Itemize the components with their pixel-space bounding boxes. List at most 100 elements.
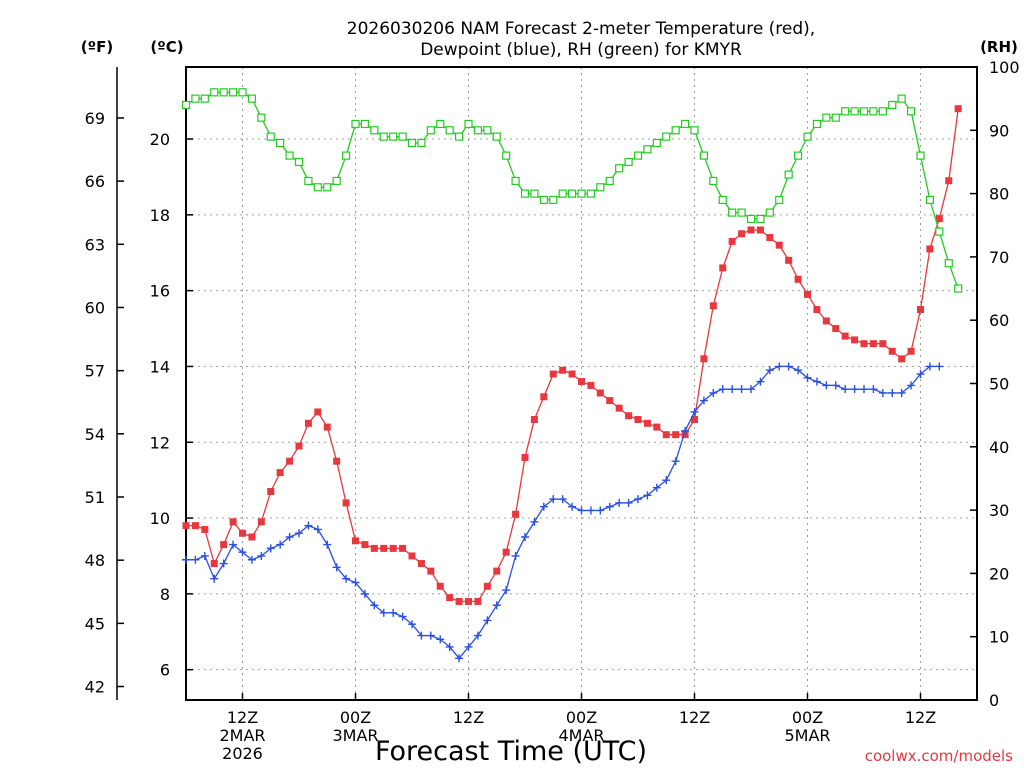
rh-tick-label: 80 xyxy=(989,185,1009,204)
dewpoint-point xyxy=(888,388,897,397)
celsius-tick-label: 8 xyxy=(160,585,170,604)
rh-point xyxy=(596,183,605,192)
time-tick-label: 12Z xyxy=(679,708,710,727)
rh-point xyxy=(200,94,209,103)
temperature-point xyxy=(257,518,265,526)
temperature-point xyxy=(399,544,407,552)
dewpoint-point xyxy=(794,366,803,375)
rh-point xyxy=(878,107,887,116)
temperature-point xyxy=(417,560,425,568)
dewpoint-point xyxy=(483,616,492,625)
celsius-tick-label: 10 xyxy=(150,509,170,528)
fahrenheit-axis: 42 45 48 51 54 57 60 63 66 69 xyxy=(85,109,124,697)
dewpoint-point xyxy=(718,385,727,394)
fahrenheit-tick-label: 45 xyxy=(85,614,105,633)
dewpoint-point xyxy=(417,631,426,640)
rh-point xyxy=(935,227,944,236)
temperature-point xyxy=(954,105,962,113)
rh-point xyxy=(313,183,322,192)
dewpoint-point xyxy=(784,362,793,371)
rh-point xyxy=(407,138,417,148)
dewpoint-point xyxy=(869,385,878,394)
dewpoint-point xyxy=(473,631,482,640)
temperature-point xyxy=(775,241,783,249)
dewpoint-point xyxy=(247,555,256,564)
dewpoint-point xyxy=(860,385,868,394)
rh-point xyxy=(690,126,699,135)
temperature-point xyxy=(578,378,585,386)
dewpoint-point xyxy=(502,586,511,595)
temperature-point xyxy=(201,525,209,533)
temperature-point xyxy=(248,533,256,541)
temperature-point xyxy=(182,522,190,530)
rh-tick-label: 30 xyxy=(989,501,1009,520)
dewpoint-point xyxy=(191,555,200,564)
celsius-axis: 6 8 10 12 14 16 18 20 xyxy=(150,130,193,680)
series-line xyxy=(186,108,959,603)
temperature-point xyxy=(389,544,397,552)
rh-point xyxy=(454,132,464,141)
temperature-point xyxy=(493,567,501,575)
temperature-point xyxy=(841,332,849,340)
rh-point xyxy=(257,113,266,122)
rh-point xyxy=(492,132,501,141)
dewpoint-point xyxy=(634,495,642,504)
rh-point xyxy=(398,132,407,141)
temperature-point xyxy=(455,597,463,605)
temperature-point xyxy=(832,325,840,333)
rh-point xyxy=(709,176,718,186)
dewpoint-point xyxy=(304,521,313,530)
dewpoint-point xyxy=(822,381,831,390)
temperature-point xyxy=(304,419,312,427)
fahrenheit-unit-label: (ºF) xyxy=(81,38,113,56)
rh-point xyxy=(210,88,219,97)
dewpoint-point xyxy=(699,396,708,405)
rh-tick-label: 0 xyxy=(989,691,999,710)
temperature-point xyxy=(370,544,378,552)
dewpoint-point xyxy=(605,502,614,511)
temperature-point xyxy=(606,397,614,405)
rh-point xyxy=(567,189,577,198)
rh-point xyxy=(643,145,652,154)
temperature-point xyxy=(643,419,651,427)
rh-point xyxy=(219,88,228,97)
dewpoint-point xyxy=(342,574,351,583)
dewpoint-point xyxy=(408,620,416,629)
rh-point xyxy=(775,195,784,205)
temperature-point xyxy=(342,499,350,507)
rh-point xyxy=(266,132,275,141)
rh-point xyxy=(228,88,238,97)
rh-point xyxy=(530,189,539,198)
rh-point xyxy=(577,189,586,198)
rh-point xyxy=(360,119,370,129)
temperature-point xyxy=(728,237,736,245)
series-layer xyxy=(181,88,963,663)
rh-point xyxy=(191,94,200,103)
dewpoint-point xyxy=(624,498,633,507)
rh-point xyxy=(916,151,925,160)
temperature-point xyxy=(465,597,472,605)
dewpoint-point xyxy=(436,635,445,644)
temperature-point xyxy=(530,416,538,424)
dewpoint-point xyxy=(492,601,501,610)
fahrenheit-tick-label: 48 xyxy=(85,551,105,570)
rh-point xyxy=(888,100,897,110)
title: 2026030206 NAM Forecast 2-meter Temperat… xyxy=(347,19,815,60)
rh-tick-label: 90 xyxy=(989,121,1009,140)
temperature-point xyxy=(210,560,218,568)
rh-point xyxy=(765,208,774,217)
dewpoint-point xyxy=(662,476,671,485)
rh-point xyxy=(944,259,953,268)
temperature-point xyxy=(229,518,237,526)
rh-point xyxy=(473,126,483,135)
dewpoint-point xyxy=(182,555,190,564)
temperature-point xyxy=(540,393,548,401)
dewpoint-point xyxy=(728,385,737,394)
time-tick-label: 12Z xyxy=(453,708,484,727)
title-line-1: 2026030206 NAM Forecast 2-meter Temperat… xyxy=(347,19,815,39)
fahrenheit-tick-label: 42 xyxy=(85,678,105,697)
temperature-point xyxy=(615,404,623,412)
rh-point xyxy=(954,284,963,293)
time-tick-label: 12Z xyxy=(905,708,936,727)
temperature-point xyxy=(446,594,454,602)
